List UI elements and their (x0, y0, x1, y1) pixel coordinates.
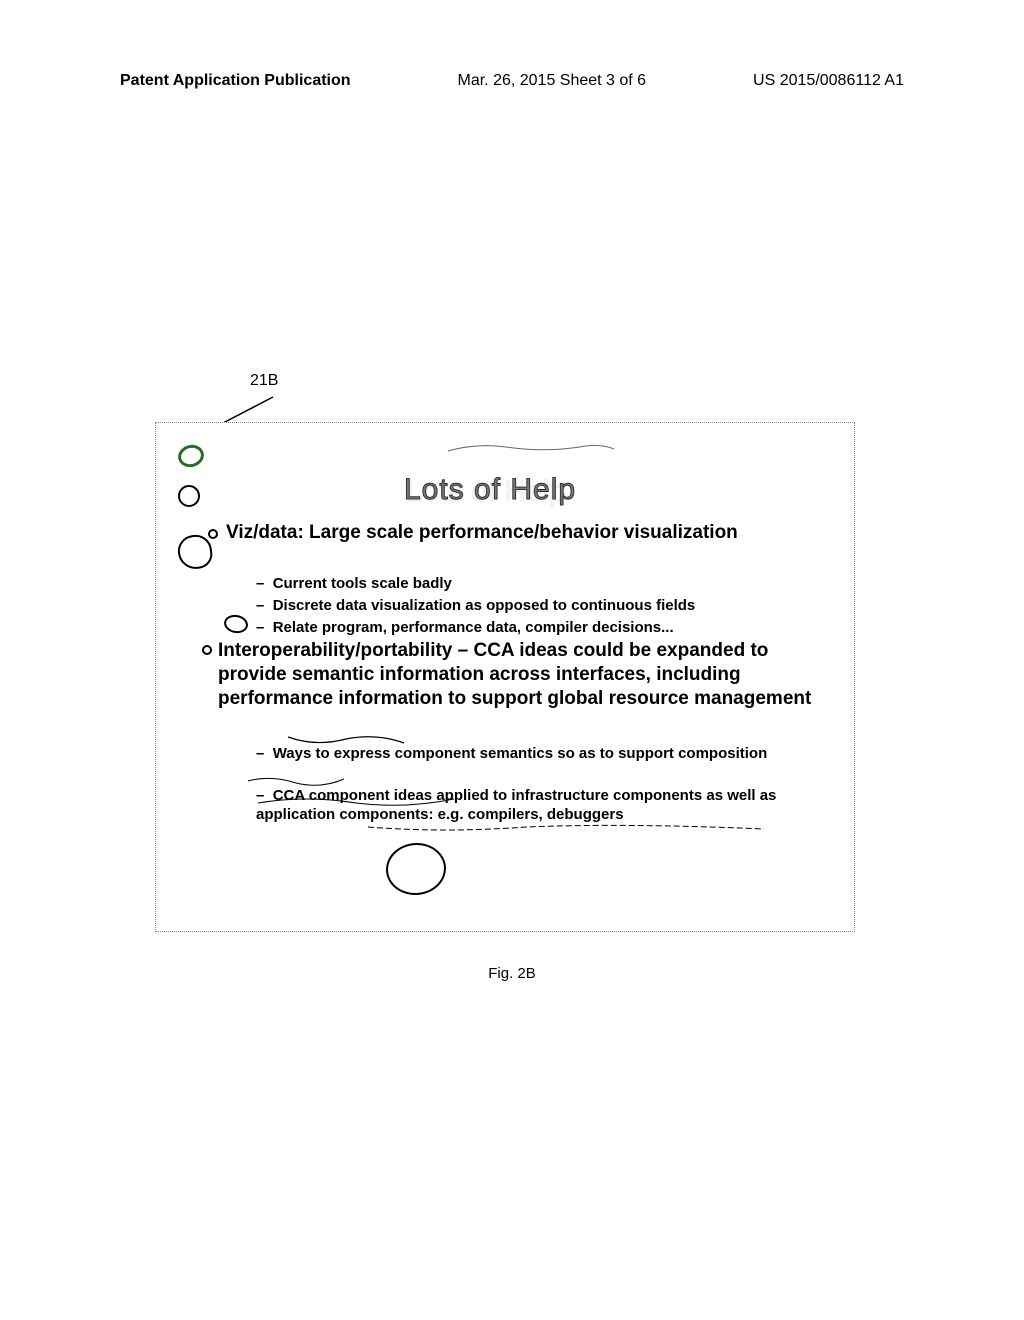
item-2-sub-1: – Ways to express component semantics so… (256, 745, 816, 764)
header-mid: Mar. 26, 2015 Sheet 3 of 6 (458, 72, 647, 90)
item-1-sub-1: – Current tools scale badly (256, 575, 452, 594)
hand-drawn-oval-icon (384, 840, 448, 897)
item-2-label: Interoperability/portability – CCA ideas… (218, 639, 818, 710)
item-1-sub-3-text: Relate program, performance data, compil… (273, 619, 674, 636)
bullet-circle-icon (178, 485, 200, 507)
bullet-small-circle-icon-2 (202, 645, 212, 655)
figure-caption: Fig. 2B (0, 965, 1024, 982)
reference-label: 21B (250, 372, 278, 390)
scribble-underline-2 (366, 823, 766, 835)
header-right: US 2015/0086112 A1 (753, 72, 904, 90)
figure-panel: Lots of Help Lots of Help Viz/data: Larg… (155, 422, 855, 932)
page-header: Patent Application Publication Mar. 26, … (0, 72, 1024, 90)
reference-leader-line (218, 395, 288, 425)
scribble-line-top (446, 441, 616, 455)
item-1-sub-1-text: Current tools scale badly (273, 575, 452, 592)
scribble-underline-4 (256, 793, 456, 813)
hand-drawn-circle-icon (176, 533, 214, 571)
bullet-small-circle-icon (208, 529, 218, 539)
item-1-sub-3: – Relate program, performance data, comp… (256, 619, 674, 638)
item-1-label: Viz/data: Large scale performance/behavi… (226, 521, 786, 545)
header-left: Patent Application Publication (120, 72, 351, 90)
bullet-green-icon (176, 442, 207, 470)
item-1-sub-2-text: Discrete data visualization as opposed t… (273, 597, 696, 614)
hand-drawn-small-circle-icon (223, 613, 250, 635)
scribble-underline-3 (246, 773, 346, 793)
item-2-sub-1-text: Ways to express component semantics so a… (273, 745, 768, 762)
panel-title: Lots of Help (404, 473, 576, 507)
item-1-sub-2: – Discrete data visualization as opposed… (256, 597, 695, 616)
